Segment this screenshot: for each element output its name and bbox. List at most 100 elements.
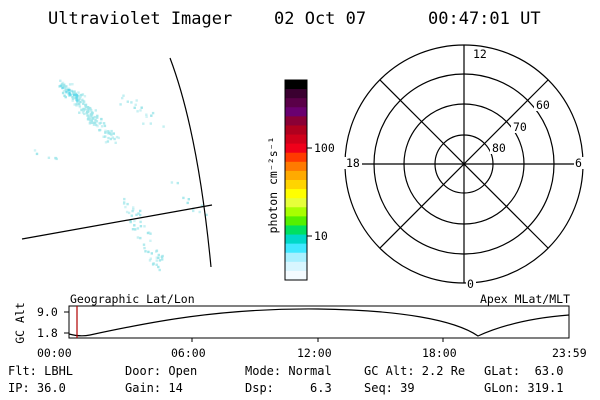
aurora-pixel bbox=[150, 114, 153, 117]
aurora-pixel bbox=[90, 109, 93, 112]
aurora-pixel bbox=[102, 122, 106, 125]
aurora-pixel bbox=[133, 219, 136, 223]
aurora-pixel bbox=[80, 108, 83, 112]
aurora-pixel bbox=[132, 208, 135, 211]
colorbar-cell bbox=[285, 261, 307, 272]
aurora-pixel bbox=[87, 115, 91, 119]
aurora-pixel bbox=[88, 120, 92, 123]
aurora-pixel bbox=[160, 255, 164, 259]
aurora-pixel bbox=[139, 213, 142, 217]
mode-value: Mode: Normal bbox=[245, 364, 332, 378]
aurora-pixel bbox=[77, 102, 81, 106]
aurora-pixel bbox=[158, 259, 162, 262]
colorbar-cell bbox=[285, 207, 307, 217]
aurora-pixel bbox=[86, 110, 89, 114]
polar-labels: 12 0 18 6 60 70 80 bbox=[344, 47, 584, 291]
aurora-pixel bbox=[98, 122, 101, 125]
limb-boundary-line bbox=[169, 57, 212, 268]
label-bg bbox=[534, 99, 552, 111]
aurora-pixel bbox=[107, 132, 110, 135]
aurora-pixel bbox=[87, 106, 90, 110]
aurora-pixel bbox=[133, 224, 136, 227]
orbit-timeline: Geographic Lat/Lon Apex MLat/MLT 9.0 1.8… bbox=[13, 292, 587, 360]
aurora-pixel bbox=[170, 181, 174, 184]
aurora-pixel bbox=[33, 149, 37, 152]
x-tick-label-1200: 12:00 bbox=[297, 346, 332, 360]
aurora-pixel bbox=[93, 121, 97, 124]
label-bg bbox=[471, 48, 487, 60]
aurora-pixel bbox=[87, 117, 90, 120]
aurora-pixel bbox=[149, 257, 152, 260]
mlt-label-6: 6 bbox=[575, 156, 582, 170]
polar-diagonal bbox=[379, 79, 549, 249]
aurora-pixel bbox=[68, 91, 71, 95]
aurora-pixel bbox=[136, 110, 139, 113]
colorbar-cell bbox=[285, 243, 307, 254]
aurora-pixel bbox=[82, 109, 86, 112]
aurora-pixel bbox=[91, 117, 95, 120]
aurora-pixel bbox=[55, 157, 58, 161]
aurora-pixel bbox=[72, 91, 76, 94]
aurora-pixel bbox=[90, 119, 93, 123]
aurora-pixel bbox=[114, 141, 117, 144]
aurora-pixel bbox=[104, 135, 107, 138]
aurora-pixel bbox=[187, 198, 190, 201]
aurora-emission bbox=[33, 79, 208, 272]
aurora-pixel bbox=[143, 225, 146, 228]
aurora-pixel bbox=[115, 135, 119, 139]
mlt-label-18: 18 bbox=[346, 156, 360, 170]
aurora-pixel bbox=[123, 197, 126, 201]
y-tick-label-9: 9.0 bbox=[37, 305, 58, 319]
aurora-pixel bbox=[84, 103, 88, 106]
intensity-colorbar: 100 10 photon cm⁻²s⁻¹ bbox=[266, 79, 335, 281]
seq-value: Seq: 39 bbox=[364, 381, 415, 395]
aurora-pixel bbox=[84, 108, 87, 111]
aurora-pixel bbox=[70, 89, 73, 93]
aurora-pixel bbox=[147, 231, 151, 234]
instrument-title: Ultraviolet Imager bbox=[48, 9, 232, 29]
aurora-pixel bbox=[134, 228, 137, 231]
aurora-pixel bbox=[122, 94, 125, 97]
aurora-pixel bbox=[61, 86, 64, 90]
aurora-pixel bbox=[107, 136, 110, 140]
aurora-pixel bbox=[157, 253, 160, 257]
aurora-pixel bbox=[75, 98, 78, 101]
aurora-pixel bbox=[139, 220, 142, 224]
aurora-pixel bbox=[90, 112, 94, 115]
aurora-pixel bbox=[104, 141, 108, 144]
aurora-pixel bbox=[82, 107, 85, 111]
aurora-pixel bbox=[176, 181, 179, 185]
aurora-pixel bbox=[148, 259, 152, 262]
colorbar-cell bbox=[285, 125, 307, 136]
aurora-pixel bbox=[133, 106, 136, 109]
aurora-pixel bbox=[95, 120, 99, 123]
aurora-pixel bbox=[67, 88, 70, 92]
aurora-pixel bbox=[59, 79, 62, 82]
x-tick-label-1800: 18:00 bbox=[422, 346, 457, 360]
aurora-pixel bbox=[149, 122, 152, 125]
aurora-pixel bbox=[68, 94, 71, 97]
aurora-pixel bbox=[92, 121, 95, 124]
colorbar-cell bbox=[285, 225, 307, 236]
aurora-pixel bbox=[155, 263, 158, 266]
aurora-pixel bbox=[69, 93, 73, 97]
aurora-pixel bbox=[131, 209, 134, 213]
aurora-pixel bbox=[81, 98, 84, 101]
aurora-pixel bbox=[83, 95, 87, 98]
aurora-pixel bbox=[136, 227, 140, 230]
aurora-pixel bbox=[146, 231, 150, 235]
aurora-pixel bbox=[71, 99, 74, 102]
aurora-pixel bbox=[104, 131, 107, 134]
colorbar-cell bbox=[285, 80, 307, 90]
aurora-pixel bbox=[136, 236, 140, 239]
colorbar-cell bbox=[285, 134, 307, 145]
label-bg bbox=[490, 142, 508, 154]
aurora-pixel bbox=[64, 95, 67, 99]
aurora-pixel bbox=[135, 99, 138, 102]
aurora-pixel bbox=[145, 115, 148, 118]
aurora-pixel bbox=[147, 250, 150, 254]
colorbar-cell bbox=[285, 198, 307, 208]
aurora-pixel bbox=[126, 202, 129, 206]
aurora-pixel bbox=[78, 97, 81, 100]
mlat-label-70: 70 bbox=[513, 120, 527, 134]
